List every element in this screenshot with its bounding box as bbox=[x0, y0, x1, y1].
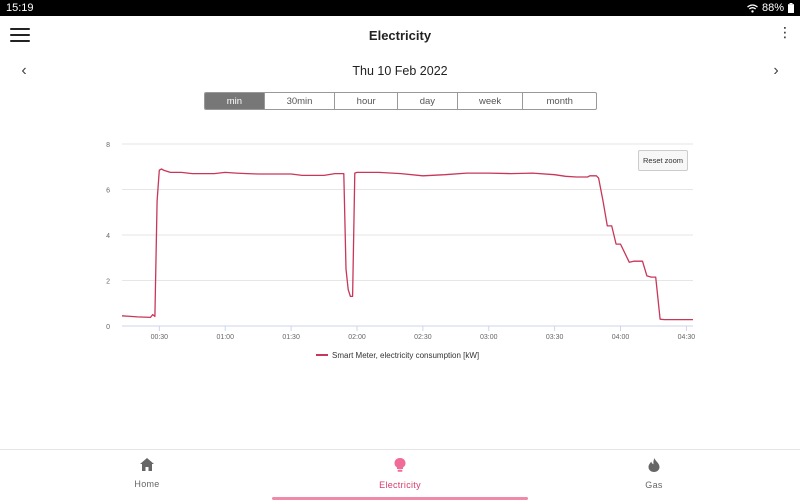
range-month-button[interactable]: month bbox=[546, 95, 573, 107]
y-tick-label: 0 bbox=[106, 324, 110, 331]
consumption-chart: 0 2 4 6 8 00:30 01:00 01:30 02:00 02:30 03:00 03:30… bbox=[106, 142, 696, 360]
page-title: Electricity bbox=[368, 28, 432, 43]
y-tick-label: 4 bbox=[106, 233, 110, 240]
range-hour-button[interactable]: hour bbox=[335, 93, 399, 109]
range-min-button[interactable]: min bbox=[205, 93, 265, 109]
x-tick-label: 01:00 bbox=[216, 334, 234, 341]
x-tick-label: 02:30 bbox=[414, 334, 432, 341]
next-day-button[interactable]: › bbox=[773, 62, 779, 79]
date-label: Thu 10 Feb 2022 bbox=[352, 64, 448, 78]
y-tick-label: 8 bbox=[106, 142, 110, 149]
bottom-navigation: Home Electricity Gas bbox=[0, 449, 800, 500]
nav-home[interactable]: Home bbox=[87, 458, 207, 489]
status-right: 88% bbox=[747, 2, 794, 14]
nav-electricity-label: Electricity bbox=[379, 480, 421, 490]
nav-home-label: Home bbox=[134, 479, 160, 489]
legend-label: Smart Meter, electricity consumption [kW… bbox=[332, 351, 479, 360]
nav-gas-label: Gas bbox=[645, 480, 663, 490]
menu-icon[interactable] bbox=[10, 28, 30, 44]
series-line bbox=[121, 168, 693, 321]
more-options-icon[interactable]: ⋮ bbox=[778, 24, 792, 40]
status-bar: 15:19 88% bbox=[0, 0, 800, 16]
app-bar: Electricity ⋮ bbox=[0, 16, 800, 56]
nav-gas[interactable]: Gas bbox=[594, 458, 714, 490]
lightbulb-icon bbox=[394, 458, 406, 472]
reset-zoom-button[interactable]: Reset zoom bbox=[638, 150, 688, 171]
range-30min-button[interactable]: 30min bbox=[265, 93, 336, 109]
wifi-icon bbox=[747, 3, 758, 13]
flame-icon bbox=[648, 458, 660, 472]
x-tick-label: 03:30 bbox=[546, 334, 564, 341]
date-navigator: ‹ Thu 10 Feb 2022 › bbox=[0, 58, 800, 86]
x-tick-label: 00:30 bbox=[151, 334, 169, 341]
battery-icon bbox=[788, 3, 794, 13]
previous-day-button[interactable]: ‹ bbox=[21, 62, 27, 79]
range-week-button[interactable]: week bbox=[458, 93, 524, 109]
x-tick-label: 03:00 bbox=[480, 334, 498, 341]
range-day-button[interactable]: day bbox=[398, 93, 458, 109]
x-tick-label: 01:30 bbox=[282, 334, 300, 341]
x-tick-label: 04:00 bbox=[612, 334, 630, 341]
nav-electricity[interactable]: Electricity bbox=[340, 458, 460, 490]
active-tab-indicator bbox=[272, 497, 528, 500]
x-tick-label: 04:30 bbox=[678, 334, 696, 341]
y-tick-label: 2 bbox=[106, 279, 110, 286]
y-tick-label: 6 bbox=[106, 188, 110, 195]
battery-percent: 88% bbox=[761, 2, 784, 14]
x-tick-label: 02:00 bbox=[348, 334, 366, 341]
range-selector: min 30min hour day week month bbox=[204, 92, 597, 110]
status-time: 15:19 bbox=[6, 2, 34, 14]
home-icon bbox=[140, 458, 154, 471]
